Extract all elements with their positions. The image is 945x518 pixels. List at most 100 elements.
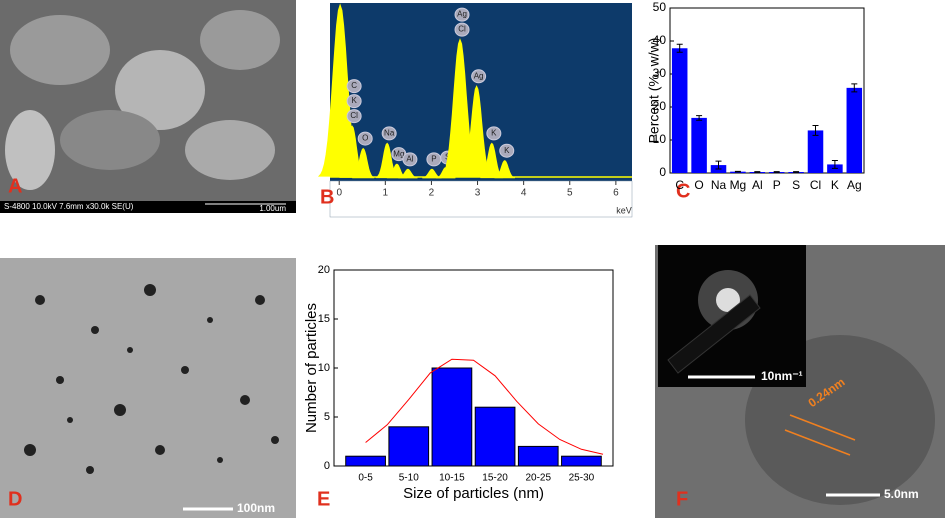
x-tick-label: 3 [475, 188, 481, 199]
bar [691, 117, 707, 173]
x-tick-label: Na [711, 178, 727, 192]
peak-label-badge [454, 22, 470, 37]
plot-frame [333, 269, 614, 467]
error-bar [696, 115, 703, 121]
x-axis-label: keV [616, 205, 632, 215]
x-tick-label: S [792, 178, 800, 192]
x-axis-label: Size of particles (nm) [403, 485, 544, 502]
panel-label: C [676, 180, 690, 202]
panel-label: B [320, 186, 334, 208]
peak-label-badge [486, 126, 502, 141]
x-tick-label: 4 [521, 188, 527, 199]
y-tick-label: 10 [653, 132, 667, 146]
peak-label-badge [381, 126, 397, 141]
beam-stop [667, 294, 761, 374]
y-tick-label: 0 [659, 165, 666, 179]
peak-label-badge [346, 109, 362, 124]
bar [517, 445, 559, 467]
x-tick-label: 20-25 [525, 473, 551, 484]
x-tick-label: 6 [613, 188, 619, 199]
plot-frame [669, 7, 865, 174]
error-bar [773, 171, 780, 173]
x-tick-label: O [694, 178, 703, 192]
peak-label: O [362, 134, 368, 143]
error-bar [715, 160, 722, 170]
y-tick-label: 20 [318, 264, 330, 276]
x-tick-label: K [831, 178, 839, 192]
error-bar [676, 43, 683, 53]
x-tick-label: 10-15 [439, 473, 465, 484]
bar [561, 455, 602, 467]
peak-label-badge [346, 94, 362, 109]
panel-label: F [676, 488, 688, 510]
x-tick-label: Al [752, 178, 763, 192]
error-bar [754, 171, 761, 173]
y-tick-label: 15 [318, 313, 330, 325]
spacing-line [784, 429, 851, 456]
x-tick-label: 0-5 [358, 473, 373, 484]
peak-label: Cl [350, 111, 358, 120]
x-tick-label: 15-20 [482, 473, 508, 484]
sem-texture [5, 10, 280, 190]
error-bar [851, 83, 858, 93]
scale-label: 1.00um [259, 204, 286, 213]
bar [345, 455, 386, 467]
peak [494, 160, 516, 179]
x-tick-label: 0 [336, 188, 342, 199]
y-tick-label: 30 [653, 66, 667, 80]
bar [474, 406, 516, 467]
bar [431, 367, 473, 467]
peak-label: K [504, 146, 510, 155]
panel-label: D [8, 488, 22, 510]
error-bar [793, 171, 800, 173]
tem-particles [24, 284, 279, 474]
peak-label-badge [402, 152, 418, 167]
error-bar [812, 124, 819, 136]
bar [388, 426, 430, 467]
scale-label: 100nm [237, 501, 275, 515]
x-tick-label: 1 [383, 188, 389, 199]
peak-label-badge [357, 131, 373, 146]
y-tick-label: 10 [318, 362, 330, 374]
fit-curve [365, 358, 604, 455]
y-tick-label: 50 [653, 0, 667, 14]
x-tick-label: Mg [730, 178, 747, 192]
error-bar [831, 159, 838, 169]
peak-label: Mg [393, 149, 404, 158]
peak-label: Al [406, 154, 413, 163]
peak-label-badge [454, 7, 470, 22]
peak-label-badge [499, 143, 515, 158]
spacing-line [789, 414, 856, 441]
spectrum-axis-box [329, 180, 633, 218]
bar [671, 48, 688, 174]
y-tick-label: 5 [324, 411, 330, 423]
bar [807, 130, 824, 173]
y-tick-label: 20 [653, 99, 667, 113]
peak-label: Na [384, 129, 395, 138]
x-tick-label: 5 [567, 188, 573, 199]
error-bar [734, 170, 741, 173]
peak-label: K [491, 129, 497, 138]
peak [351, 147, 375, 179]
peak-label-badge [346, 79, 362, 94]
scale-label: 5.0nm [884, 487, 919, 501]
saed-center [716, 288, 740, 312]
y-axis-label: Percent (%, w/w) [646, 38, 662, 144]
peak-label: Ag [474, 71, 484, 80]
peak [398, 168, 418, 179]
x-tick-label: 2 [429, 188, 435, 199]
y-tick-label: 40 [653, 33, 667, 47]
x-tick-label: P [773, 178, 781, 192]
panel-label: A [8, 175, 22, 197]
tem-image [0, 258, 296, 518]
x-tick-label: 5-10 [399, 473, 419, 484]
sem-caption: S-4800 10.0kV 7.6mm x30.0k SE(U) [4, 202, 134, 211]
panel-label: E [317, 488, 330, 510]
peak-label: C [351, 81, 357, 90]
peak-label-badge [471, 69, 487, 84]
x-tick-label: Cl [810, 178, 821, 192]
x-tick-label: Ag [847, 178, 862, 192]
peak-label: P [431, 154, 436, 163]
peak-label: K [351, 96, 357, 105]
